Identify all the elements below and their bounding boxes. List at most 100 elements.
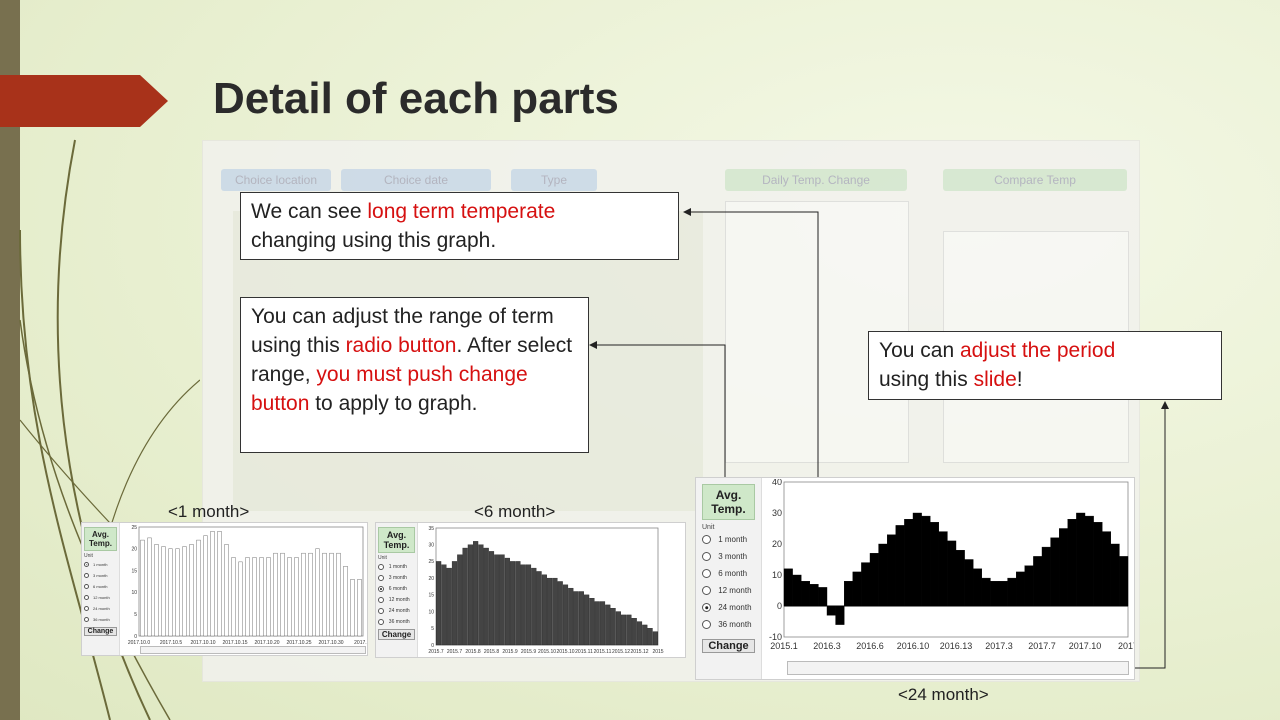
- radio-circle-icon[interactable]: [702, 569, 711, 578]
- y-tick-label: 10: [772, 570, 782, 580]
- bar: [652, 631, 658, 646]
- x-tick-label: 2015.8: [484, 649, 500, 655]
- x-tick-label: 2017.10.20: [254, 640, 279, 644]
- radio-option-label: 6 month: [388, 585, 407, 592]
- unit-label: Unit: [702, 524, 715, 531]
- x-tick-label: 2015: [652, 649, 663, 655]
- radio-option-24-month[interactable]: 24 month: [378, 605, 415, 616]
- bar: [1050, 537, 1060, 607]
- radio-option-24-month[interactable]: 24 month: [702, 599, 755, 616]
- radio-option-6-month[interactable]: 6 month: [378, 583, 415, 594]
- bar: [504, 557, 510, 646]
- radio-circle-icon[interactable]: [378, 596, 384, 603]
- control-column: Avg. Temp. Unit 1 month 3 month 6 month 12 …: [696, 478, 762, 679]
- bar: [1024, 565, 1034, 607]
- y-tick-label: 40: [772, 479, 782, 487]
- x-tick-label: 2015.12: [630, 649, 648, 655]
- avg-temp-button[interactable]: Avg. Temp.: [378, 527, 415, 553]
- bg-header-type: Type: [511, 169, 597, 191]
- bar: [594, 601, 600, 646]
- radio-circle-icon[interactable]: [378, 618, 384, 625]
- radio-circle-icon[interactable]: [84, 562, 89, 567]
- change-button[interactable]: Change: [702, 639, 755, 653]
- radio-option-6-month[interactable]: 6 month: [702, 565, 755, 582]
- radio-circle-icon[interactable]: [702, 603, 711, 612]
- bar: [605, 604, 611, 646]
- bar: [1110, 543, 1120, 607]
- callout-radio-highlight-2: you must push change button: [251, 363, 528, 415]
- radio-option-3-month[interactable]: 3 month: [378, 572, 415, 583]
- caption-1-month: <1 month>: [168, 502, 250, 521]
- bar: [294, 557, 299, 637]
- radio-option-3-month[interactable]: 3 month: [84, 570, 117, 581]
- radio-option-24-month[interactable]: 24 month: [84, 603, 117, 614]
- bar: [343, 566, 348, 637]
- x-tick-label: 2017.10.5: [160, 640, 182, 644]
- bar: [826, 605, 836, 616]
- radio-option-12-month[interactable]: 12 month: [702, 582, 755, 599]
- radio-circle-icon[interactable]: [702, 552, 711, 561]
- change-button[interactable]: Change: [84, 627, 117, 636]
- bar: [589, 597, 595, 646]
- y-tick-label: 20: [772, 539, 782, 549]
- radio-option-12-month[interactable]: 12 month: [378, 594, 415, 605]
- bar: [520, 564, 526, 646]
- x-tick-label: 2017.7: [1028, 641, 1056, 651]
- radio-circle-icon[interactable]: [702, 586, 711, 595]
- change-button[interactable]: Change: [378, 629, 415, 640]
- radio-option-1-month[interactable]: 1 month: [702, 531, 755, 548]
- y-tick-label: 25: [131, 525, 137, 531]
- radio-group-unit: 1 month 3 month 6 month 12 month 24 month 36 …: [702, 531, 755, 633]
- x-tick-label: 2017.11: [354, 640, 367, 644]
- callout-graph-text-1: We can see: [251, 200, 368, 223]
- radio-option-1-month[interactable]: 1 month: [84, 559, 117, 570]
- avg-temp-button[interactable]: Avg. Temp.: [702, 484, 755, 520]
- radio-circle-icon[interactable]: [702, 620, 711, 629]
- y-tick-label: 0: [777, 601, 782, 611]
- bar: [631, 618, 637, 646]
- bar: [1093, 522, 1103, 607]
- y-tick-label: 0: [134, 634, 137, 640]
- radio-circle-icon[interactable]: [84, 606, 89, 611]
- bar: [904, 519, 914, 607]
- radio-option-36-month[interactable]: 36 month: [702, 616, 755, 633]
- radio-option-6-month[interactable]: 6 month: [84, 581, 117, 592]
- radio-option-1-month[interactable]: 1 month: [378, 561, 415, 572]
- x-tick-label: 2015.1: [770, 641, 798, 651]
- x-tick-label: 2015.9: [502, 649, 518, 655]
- y-tick-label: 20: [428, 576, 434, 582]
- radio-circle-icon[interactable]: [378, 574, 384, 581]
- bar: [547, 577, 553, 646]
- x-tick-label: 2015.7: [447, 649, 463, 655]
- radio-circle-icon[interactable]: [84, 595, 89, 600]
- radio-option-36-month[interactable]: 36 month: [84, 614, 117, 625]
- y-tick-label: 0: [431, 643, 434, 649]
- bar: [861, 562, 871, 607]
- radio-circle-icon[interactable]: [702, 535, 711, 544]
- radio-circle-icon[interactable]: [84, 584, 89, 589]
- radio-option-36-month[interactable]: 36 month: [378, 616, 415, 627]
- radio-option-label: 12 month: [93, 595, 110, 600]
- y-tick-label: 15: [131, 568, 137, 574]
- radio-circle-icon[interactable]: [378, 563, 384, 570]
- bar: [552, 577, 558, 646]
- radio-option-label: 24 month: [388, 607, 410, 614]
- radio-option-12-month[interactable]: 12 month: [84, 592, 117, 603]
- x-tick-label: 2015.9: [521, 649, 537, 655]
- slide-title: Detail of each parts: [213, 74, 619, 123]
- radio-circle-icon[interactable]: [84, 573, 89, 578]
- radio-circle-icon[interactable]: [84, 617, 89, 622]
- bar: [210, 531, 215, 637]
- radio-circle-icon[interactable]: [378, 607, 384, 614]
- bar: [488, 551, 495, 646]
- callout-radio-text-1: You can adjust the range of term using t…: [251, 305, 554, 357]
- bar: [818, 587, 828, 607]
- x-tick-label: 2017: [1118, 641, 1134, 651]
- period-slider[interactable]: [140, 646, 366, 654]
- avg-temp-button[interactable]: Avg. Temp.: [84, 527, 117, 551]
- period-slider[interactable]: [787, 661, 1129, 675]
- bar: [266, 557, 271, 637]
- radio-circle-icon[interactable]: [378, 585, 384, 592]
- radio-option-3-month[interactable]: 3 month: [702, 548, 755, 565]
